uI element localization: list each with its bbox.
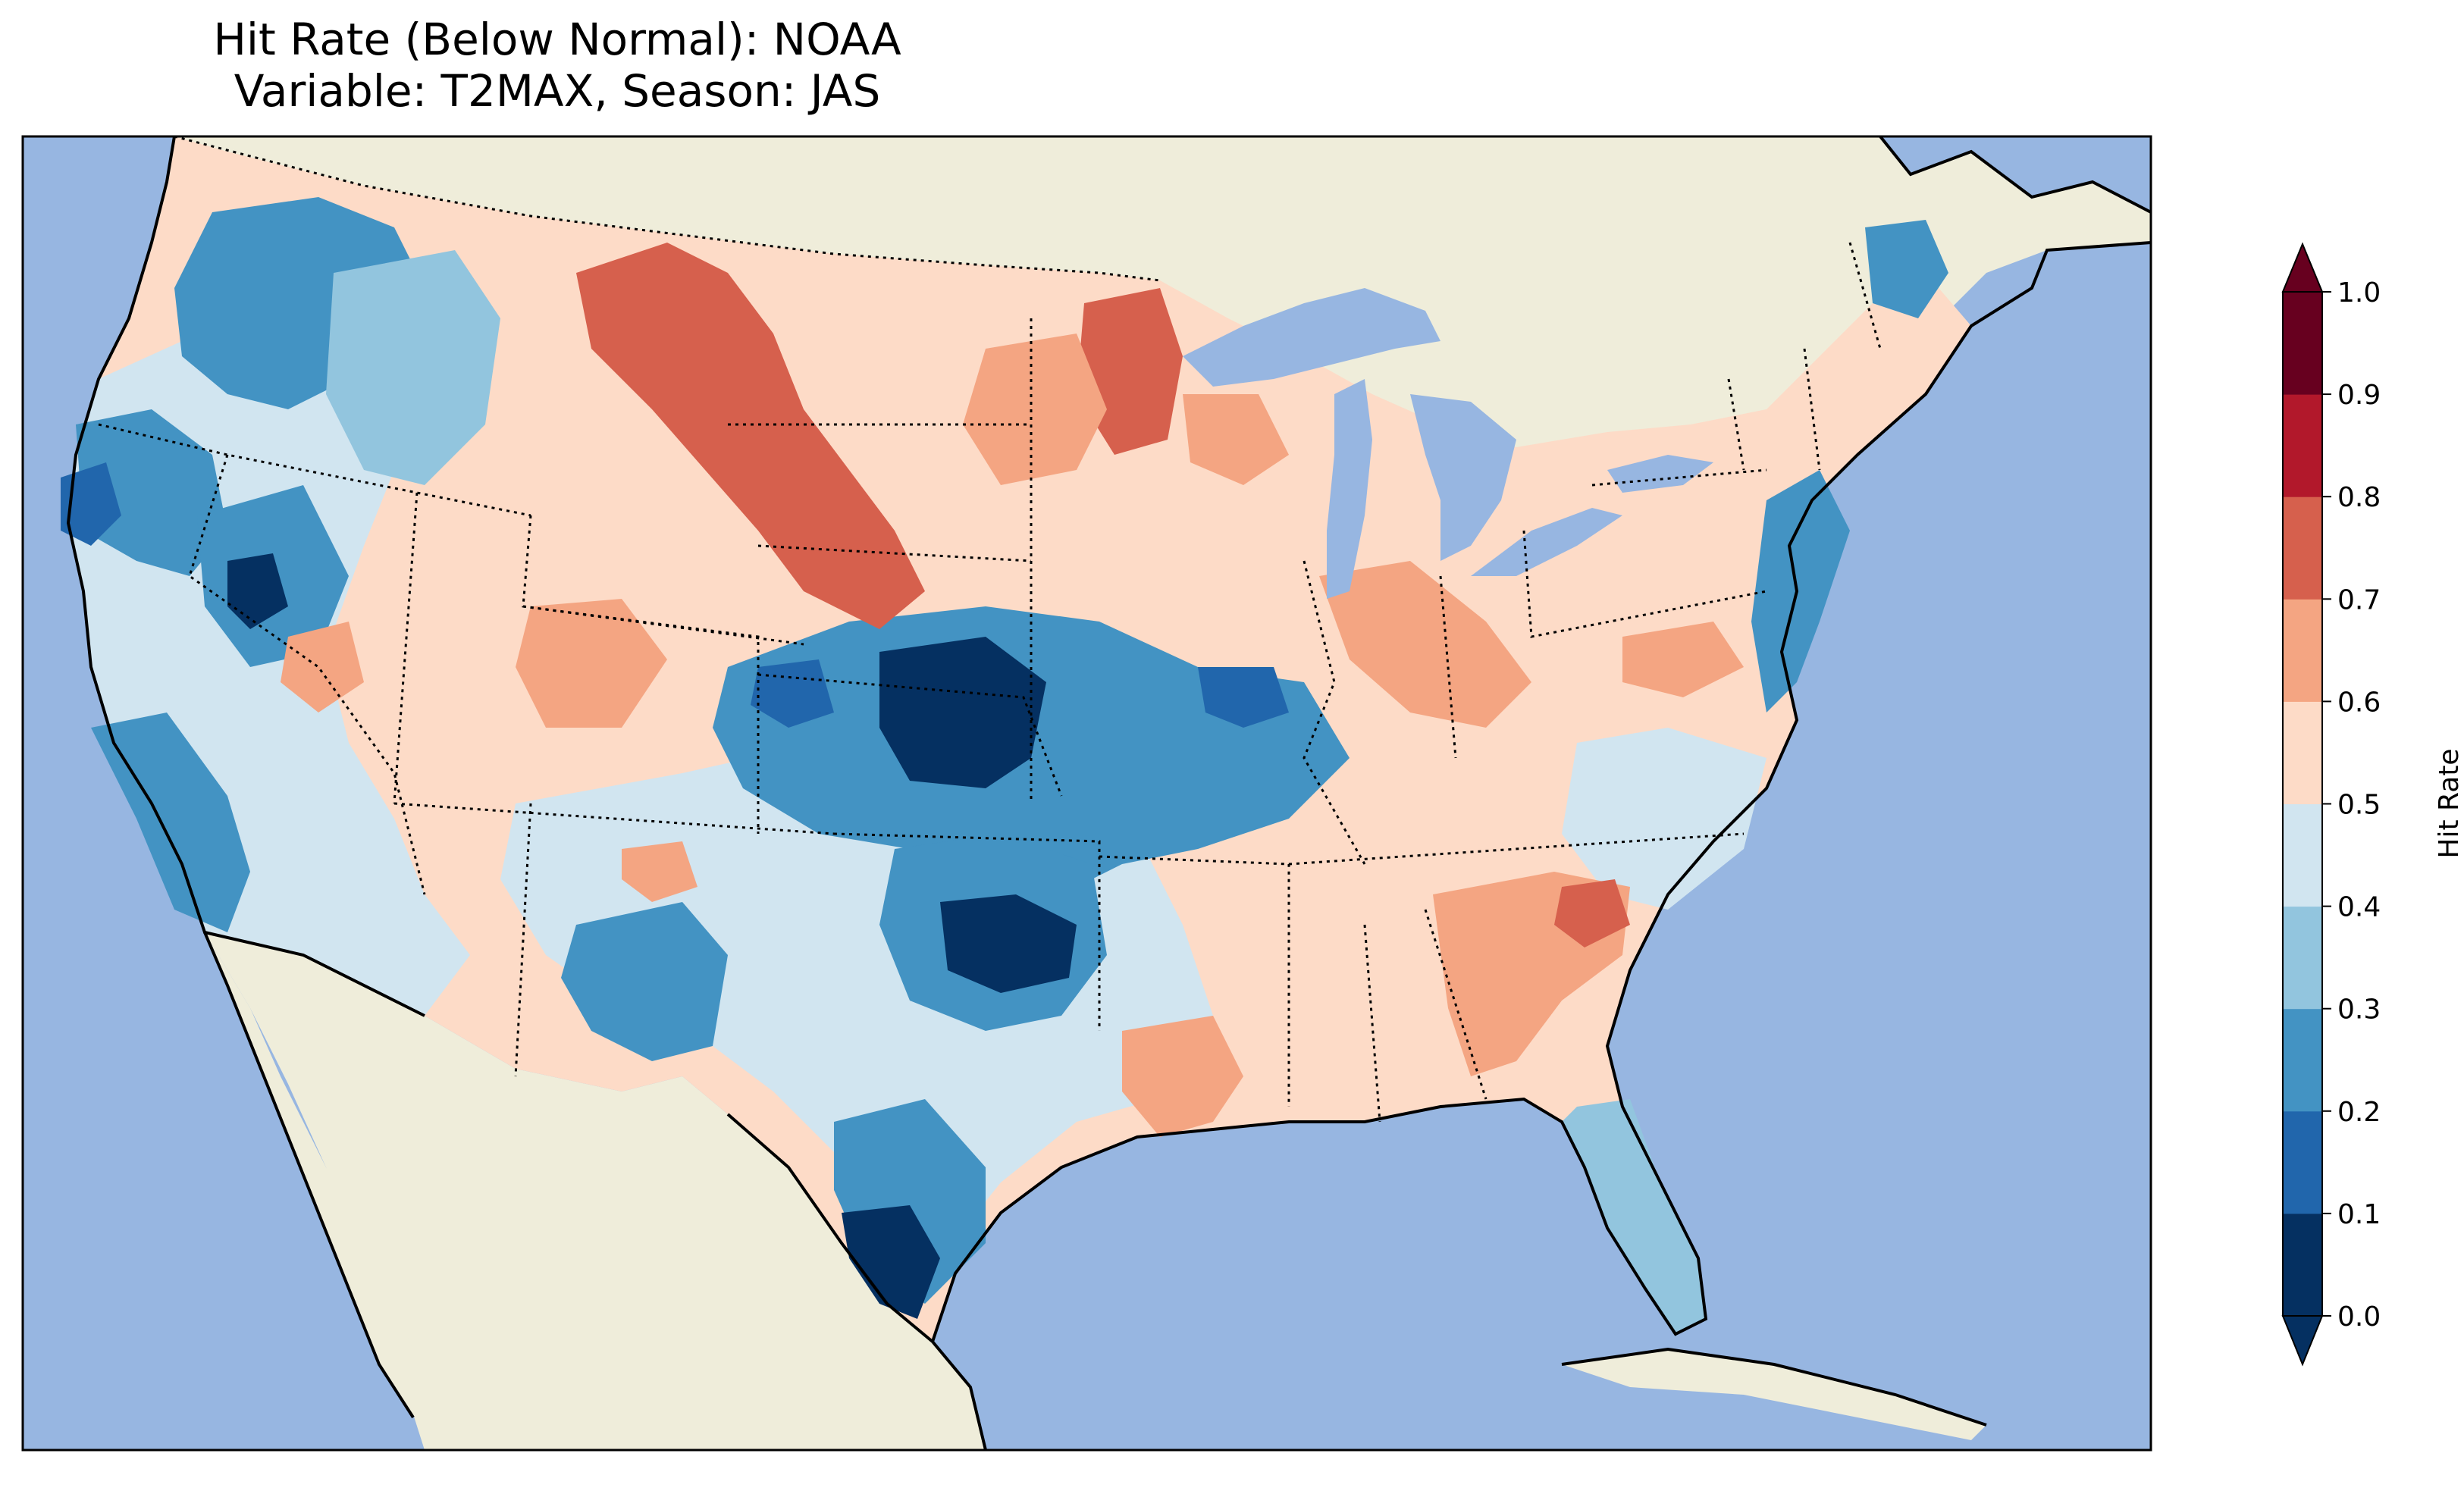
region-wisconsin-orange [1183,394,1289,485]
colorbar-step-3 [2283,906,2322,1010]
region-florida-lightblue [1562,1099,1706,1334]
lake-superior [1183,288,1440,387]
colorbar-tick-label: 0.1 [2337,1199,2381,1230]
region-indiana-orange [1319,561,1531,728]
region-newmexico-orange [622,841,698,902]
colorbar-step-5 [2283,701,2322,804]
region-montana-red [576,243,925,629]
lake-ontario [1607,455,1713,493]
region-colorado-orange [516,599,667,728]
region-maine-blue [1865,220,1948,318]
colorbar-tick-label: 0.3 [2337,994,2381,1026]
lake-erie [1471,508,1622,576]
colorbar-tick-label: 0.4 [2337,892,2381,923]
region-nebraska-darkblue [751,659,834,728]
colorbar-extend-top [2281,242,2324,293]
colorbar-step-8 [2283,394,2322,497]
region-utah-orange [281,622,364,713]
colorbar-step-4 [2283,803,2322,907]
region-idaho-blue [326,250,500,485]
cuba-land [1562,1349,1986,1440]
colorbar-tick-label: 0.5 [2337,790,2381,821]
region-virginia-orange [1622,622,1744,697]
colorbar-step-0 [2283,1213,2322,1317]
colorbar-step-9 [2283,292,2322,395]
region-oregon-darkblue [61,462,121,546]
colorbar: 0.0 0.1 0.2 0.3 0.4 0.5 0.6 0.7 0.8 0.9 1.0 Hit Ra… [2281,242,2464,1367]
colorbar-step-1 [2283,1110,2322,1214]
region-nevada-navy [227,553,288,629]
region-oklahoma-navy [940,894,1077,993]
title-line-2: Variable: T2MAX, Season: JAS [234,65,881,117]
state-borders [98,136,1882,1123]
colorbar-tick-label: 0.8 [2337,482,2381,513]
region-kansas-navy [879,637,1046,788]
map-panel [23,136,2151,1450]
region-missouri-darkblue [1198,667,1289,728]
colorbar-step-2 [2283,1008,2322,1112]
colorbar-extend-bottom [2281,1315,2324,1367]
colorbar-label: Hit Rate [2434,748,2464,858]
title-line-1: Hit Rate (Below Normal): NOAA [213,14,901,65]
map-frame [21,135,2152,1452]
colorbar-tick-label: 0.2 [2337,1097,2381,1128]
region-arizona-blue [561,902,728,1061]
baja-land [205,932,425,1417]
region-south-texas-navy [842,1205,940,1319]
region-east-coast-blue [1751,470,1850,713]
region-east-lightblue [1562,728,1766,910]
region-sc-red [1554,879,1630,947]
colorbar-tick-label: 1.0 [2337,277,2381,309]
colorbar-tick-label: 0.0 [2337,1301,2381,1333]
colorbar-tick-label: 0.7 [2337,584,2381,615]
lake-huron [1410,394,1516,561]
region-nw-coast-blue [76,409,227,576]
region-arkansas-orange [1122,1016,1243,1137]
chart-title: Hit Rate (Below Normal): NOAA Variable: … [0,14,1114,117]
colorbar-step-6 [2283,599,2322,702]
region-sd-orange [963,334,1107,485]
lake-michigan [1327,379,1372,599]
colorbar-tick-label: 0.6 [2337,687,2381,718]
colorbar-tick-label: 0.9 [2337,380,2381,411]
colorbar-step-7 [2283,496,2322,600]
coastlines [66,136,2151,1450]
